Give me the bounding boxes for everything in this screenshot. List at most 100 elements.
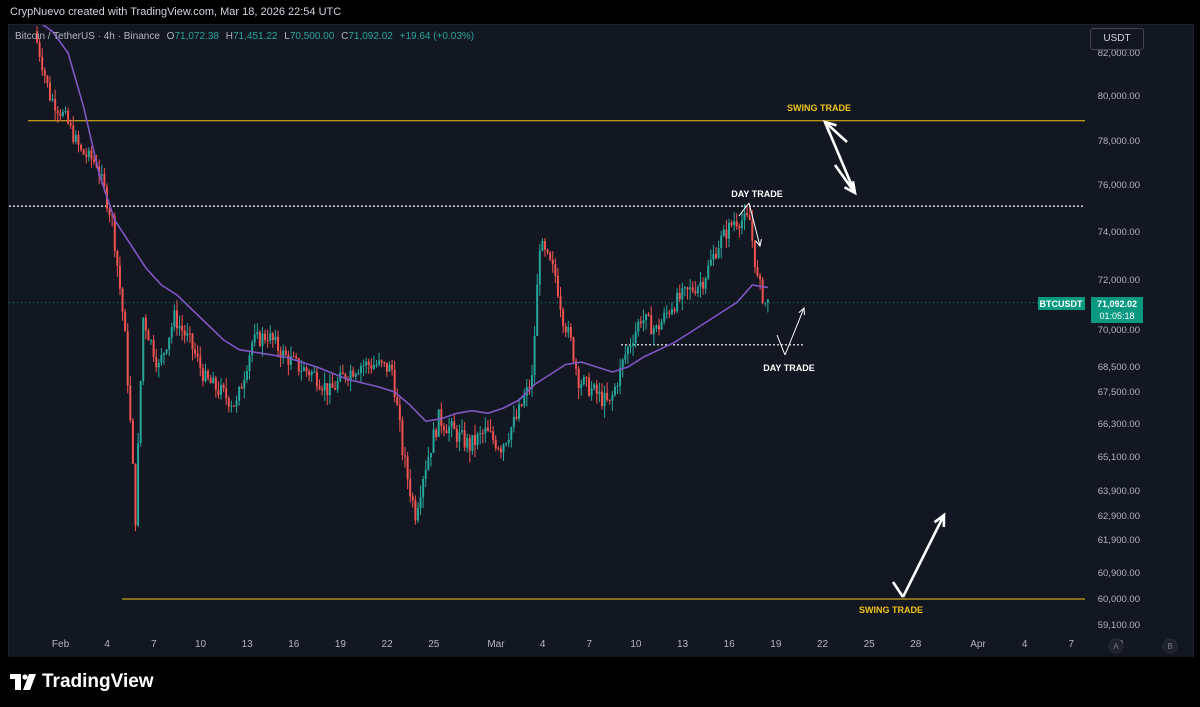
candle-body	[663, 312, 666, 322]
candle-body	[696, 286, 699, 294]
legend-high: 71,451.22	[232, 31, 278, 42]
candle-body	[61, 112, 64, 116]
candle-body	[531, 375, 534, 389]
candle-body	[753, 240, 756, 268]
candle-body	[422, 478, 425, 498]
candle-body	[313, 371, 316, 373]
candle-body	[48, 82, 51, 101]
candle-body	[396, 397, 399, 405]
candle-body	[375, 364, 378, 366]
candle-body	[668, 312, 671, 314]
candle-body	[582, 377, 585, 385]
candle-body	[46, 75, 49, 83]
price-chart[interactable]: 82,000.00 80,000.00 78,000.00 76,000.00 74,0…	[9, 20, 1193, 658]
candle-body	[655, 325, 658, 329]
candle-body	[458, 431, 461, 442]
candle-body	[51, 98, 54, 101]
day-top-arrow-down-head	[755, 239, 762, 248]
candle-body	[512, 416, 515, 428]
chart-panel[interactable]: 82,000.00 80,000.00 78,000.00 76,000.00 74,0…	[8, 20, 1194, 659]
candle-body	[658, 325, 660, 330]
candle-body	[326, 383, 329, 396]
candle-body	[398, 404, 401, 421]
candle-body	[391, 364, 394, 370]
candle-body	[147, 330, 150, 341]
x-tick-label: 4	[1022, 639, 1028, 650]
candle-body	[691, 287, 694, 291]
candle-body	[308, 371, 311, 376]
candle-body	[90, 150, 93, 160]
swing-bottom-arrow-down	[891, 581, 905, 598]
candle-body	[445, 430, 448, 434]
tradingview-logo-icon	[10, 674, 36, 690]
candle-body	[686, 287, 689, 290]
candle-body	[209, 378, 212, 384]
y-tick-label: 61,900.00	[1098, 535, 1140, 546]
candle-body	[613, 386, 616, 395]
candle-body	[759, 275, 762, 280]
candle-body	[450, 421, 453, 427]
candle-body	[437, 409, 440, 437]
currency-button[interactable]: USDT	[1090, 28, 1144, 50]
y-tick-label: 60,000.00	[1098, 594, 1140, 605]
candle-body	[258, 332, 261, 346]
candle-body	[305, 367, 308, 372]
candle-body	[626, 347, 629, 355]
auto-scale-button[interactable]	[1108, 638, 1124, 654]
candle-body	[461, 430, 464, 432]
tradingview-brand: TradingView	[42, 671, 154, 692]
candle-body	[284, 350, 287, 355]
candle-body	[139, 381, 142, 444]
day-trade-bottom-label: DAY TRADE	[763, 363, 815, 373]
level-lines	[9, 120, 1085, 600]
footer-bar: TradingView	[0, 657, 1200, 707]
candle-body	[709, 259, 712, 266]
candle-body	[567, 327, 570, 333]
candle-body	[432, 429, 435, 454]
candle-body	[207, 370, 210, 379]
x-tick-label: 7	[586, 639, 592, 650]
legend-close-label: C	[341, 31, 349, 42]
candle-body	[175, 310, 178, 329]
day-top-arrow-up	[738, 202, 750, 217]
candle-body	[380, 360, 383, 363]
candle-body	[554, 264, 557, 276]
candle-body	[43, 70, 46, 76]
candle-body	[639, 321, 642, 324]
y-tick-label: 72,000.00	[1098, 275, 1140, 286]
price-badge-symbol: BTCUSDT	[1040, 299, 1083, 309]
candle-body	[577, 368, 580, 389]
percent-scale-button[interactable]	[1162, 638, 1178, 654]
candle-body	[300, 370, 303, 372]
candle-body	[533, 335, 536, 376]
candle-body	[528, 386, 531, 389]
candle-body	[616, 385, 619, 387]
swing-top-arrow-down-head-head	[843, 180, 857, 196]
candle-body	[611, 394, 614, 401]
candle-body	[344, 374, 347, 379]
candle-body	[271, 333, 274, 341]
candle-body	[222, 384, 225, 389]
price-badge-countdown: 01:05:18	[1099, 311, 1134, 321]
candle-body	[575, 361, 578, 369]
candle-body	[183, 330, 186, 336]
candle-body	[162, 352, 165, 356]
candle-body	[38, 42, 41, 57]
candle-body	[473, 435, 476, 445]
candle-body	[486, 427, 489, 431]
x-tick-label: 19	[335, 639, 347, 650]
tradingview-logo[interactable]: TradingView	[10, 671, 154, 693]
candle-body	[650, 315, 653, 335]
y-tick-label: 74,000.00	[1098, 227, 1140, 238]
candle-body	[292, 356, 295, 358]
legend-change: +19.64 (+0.03%)	[399, 31, 475, 42]
candle-body	[549, 252, 552, 260]
candle-body	[328, 383, 331, 396]
candle-body	[468, 437, 471, 451]
candle-body	[743, 213, 746, 221]
candle-body	[569, 327, 572, 338]
candle-body	[536, 284, 539, 336]
swing-trade-top-label: SWING TRADE	[787, 103, 851, 113]
y-tick-label: 65,100.00	[1098, 452, 1140, 463]
legend-open: 71,072.38	[174, 31, 219, 42]
